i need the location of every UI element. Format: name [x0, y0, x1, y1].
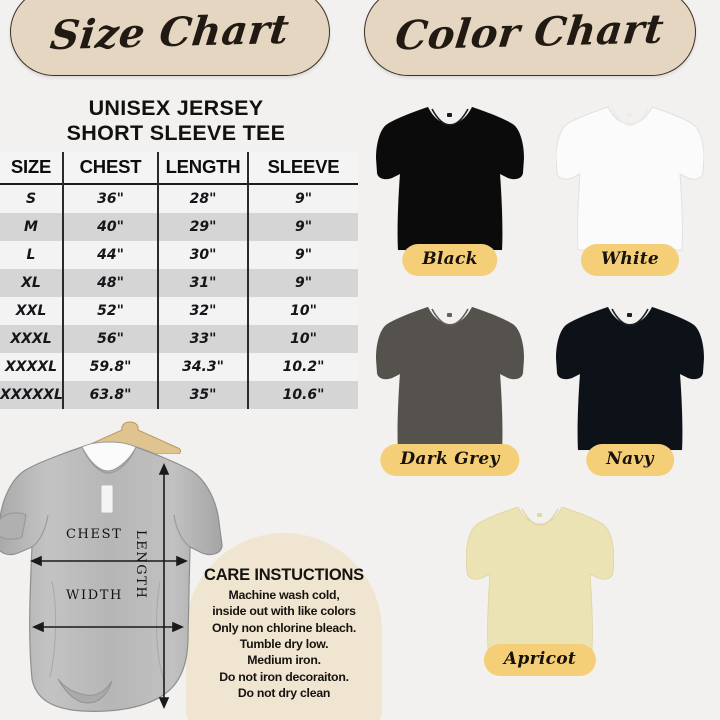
cell-sleeve: 10.6" — [247, 381, 358, 409]
product-title-line-2: SHORT SLEEVE TEE — [66, 121, 286, 146]
cell-length: 30" — [157, 241, 248, 269]
measurement-diagram — [0, 415, 246, 720]
color-label: Apricot — [503, 649, 577, 669]
size-table: SIZE CHEST LENGTH SLEEVE S 36" 28" 9" M … — [0, 152, 358, 409]
cell-size: S — [25, 191, 37, 207]
size-table-body: S 36" 28" 9" M 40" 29" 9" L 44" 30" 9" X… — [0, 184, 358, 409]
cell-size: M — [24, 219, 38, 235]
cell-size: XXXL — [10, 331, 52, 347]
cell-chest: 40" — [62, 213, 158, 241]
cell-size: XXL — [15, 303, 47, 319]
product-title: UNISEX JERSEY SHORT SLEEVE TEE — [0, 96, 352, 147]
cell-size: XXXXXL — [0, 387, 63, 403]
cell-length: 34.3" — [157, 353, 248, 381]
cell-sleeve: 10" — [247, 325, 358, 353]
color-label-pill: Dark Grey — [380, 444, 520, 476]
care-instructions-text: CARE INSTUCTIONS Machine wash cold, insi… — [186, 566, 382, 701]
care-instructions-list: Machine wash cold, inside out with like … — [186, 587, 382, 701]
table-row: M 40" 29" 9" — [0, 213, 358, 241]
size-chart-header-pill: Size Chart — [10, 0, 330, 76]
tshirt-icon — [376, 306, 524, 451]
color-label: White — [600, 249, 660, 269]
width-measure-label: WIDTH — [66, 588, 123, 603]
care-line: Tumble dry low. — [239, 637, 329, 652]
cell-length: 29" — [157, 213, 248, 241]
color-label-pill: White — [580, 244, 680, 276]
column-header-sleeve: SLEEVE — [247, 152, 358, 184]
cell-chest: 52" — [62, 297, 158, 325]
color-chart-header-pill: Color Chart — [364, 0, 696, 76]
cell-sleeve: 9" — [247, 184, 358, 213]
color-label-pill: Black — [402, 244, 498, 276]
product-title-line-1: UNISEX JERSEY — [88, 96, 264, 120]
color-swatch-apricot[interactable]: Apricot — [450, 498, 630, 698]
color-chart-grid: Black White Dark Grey — [360, 98, 720, 720]
cell-size: XXXXL — [4, 359, 58, 375]
length-measure-label: LENGTH — [133, 530, 148, 600]
cell-length: 33" — [157, 325, 248, 353]
column-header-size: SIZE — [0, 152, 63, 184]
cell-chest: 56" — [62, 325, 158, 353]
color-swatch-navy[interactable]: Navy — [540, 298, 720, 498]
cell-chest: 44" — [62, 241, 158, 269]
color-label: Navy — [606, 449, 654, 469]
care-line: Medium iron. — [247, 653, 321, 668]
care-instructions-title: CARE INSTUCTIONS — [204, 566, 364, 584]
size-table-head: SIZE CHEST LENGTH SLEEVE — [0, 152, 358, 184]
table-row: S 36" 28" 9" — [0, 184, 358, 213]
tshirt-icon — [376, 106, 524, 251]
table-row: XXXXXL 63.8" 35" 10.6" — [0, 381, 358, 409]
size-table-header-row: SIZE CHEST LENGTH SLEEVE — [0, 152, 358, 184]
table-row: XL 48" 31" 9" — [0, 269, 358, 297]
column-header-chest: CHEST — [62, 152, 158, 184]
cell-sleeve: 9" — [247, 269, 358, 297]
cell-length: 28" — [157, 184, 248, 213]
color-label-pill: Apricot — [483, 644, 597, 676]
color-swatch-black[interactable]: Black — [360, 98, 540, 298]
cell-sleeve: 10.2" — [247, 353, 358, 381]
care-line: Machine wash cold, — [228, 588, 340, 602]
color-label: Black — [422, 249, 478, 269]
color-label: Dark Grey — [400, 449, 500, 469]
column-header-length: LENGTH — [157, 152, 248, 184]
cell-sleeve: 9" — [247, 213, 358, 241]
chest-measure-label: CHEST — [66, 527, 123, 542]
cell-length: 32" — [157, 297, 248, 325]
table-row: XXL 52" 32" 10" — [0, 297, 358, 325]
cell-size: L — [26, 247, 36, 263]
color-label-pill: Navy — [586, 444, 674, 476]
care-line: inside out with like colors — [212, 604, 356, 619]
table-row: XXXXL 59.8" 34.3" 10.2" — [0, 353, 358, 381]
tshirt-icon — [556, 306, 704, 451]
tshirt-icon — [556, 106, 704, 251]
cell-chest: 63.8" — [62, 381, 158, 409]
table-row: L 44" 30" 9" — [0, 241, 358, 269]
cell-chest: 48" — [62, 269, 158, 297]
size-chart-title: Size Chart — [48, 5, 292, 59]
heather-grey-shirt-illustration — [0, 441, 223, 712]
cell-length: 35" — [157, 381, 248, 409]
color-swatch-dark-grey[interactable]: Dark Grey — [360, 298, 540, 498]
color-chart-title: Color Chart — [393, 5, 667, 59]
table-row: XXXL 56" 33" 10" — [0, 325, 358, 353]
care-instructions-panel — [186, 533, 382, 720]
cell-sleeve: 10" — [247, 297, 358, 325]
care-line: Do not iron decoraiton. — [219, 669, 349, 684]
cell-chest: 36" — [62, 184, 158, 213]
cell-sleeve: 9" — [247, 241, 358, 269]
color-swatch-white[interactable]: White — [540, 98, 720, 298]
care-line: Do not dry clean — [237, 686, 331, 701]
cell-length: 31" — [157, 269, 248, 297]
cell-size: XL — [21, 275, 41, 291]
tshirt-icon — [466, 506, 614, 651]
cell-chest: 59.8" — [62, 353, 158, 381]
care-line: Only non chlorine bleach. — [211, 620, 357, 635]
